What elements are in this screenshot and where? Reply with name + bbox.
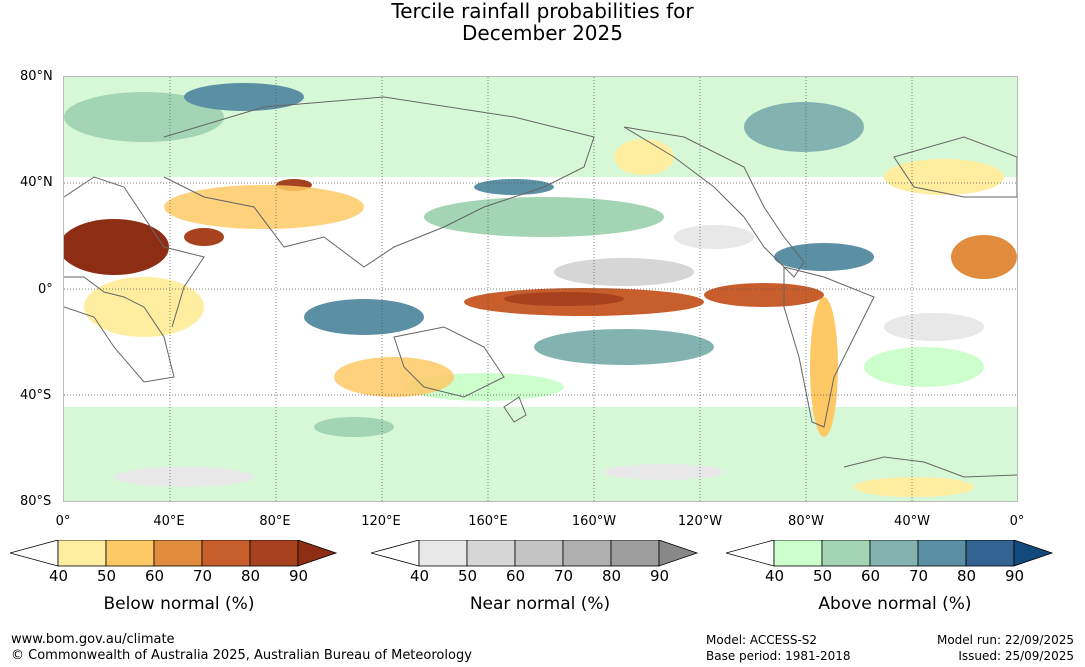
colorbar-near-swatches <box>371 540 699 567</box>
near-swatch-upper-arrow <box>658 540 699 567</box>
lat-label-40n: 40°N <box>20 175 53 190</box>
below-tick-label: 90 <box>289 567 309 585</box>
above-swatch-lower-arrow <box>726 540 775 567</box>
colorbar-near-title: Near normal (%) <box>469 594 611 614</box>
above-tick-label: 60 <box>861 567 881 585</box>
above-tick-label: 80 <box>957 567 977 585</box>
below-swatch-1 <box>57 540 107 567</box>
above-swatch-upper-arrow <box>1013 540 1054 567</box>
below-tick-label: 60 <box>145 567 165 585</box>
footer-model: Model: ACCESS-S2 <box>706 633 818 647</box>
lon-label-120e: 120°E <box>361 514 401 529</box>
lon-label-80w: 80°W <box>788 514 824 529</box>
near-tick-label: 80 <box>602 567 622 585</box>
colorbar-near <box>371 540 711 570</box>
near-swatch-2 <box>466 540 516 567</box>
lat-label-80n: 80°N <box>20 69 53 84</box>
colorbar-above-swatches <box>726 540 1054 567</box>
footer-model-run: Model run: 22/09/2025 <box>936 633 1074 647</box>
lon-label-40w: 40°W <box>894 514 930 529</box>
footer-base-period: Base period: 1981-2018 <box>706 649 851 663</box>
colorbar-below-swatches <box>10 540 338 567</box>
below-swatch-3 <box>153 540 203 567</box>
lon-label-0: 0° <box>55 514 71 529</box>
near-tick-label: 40 <box>410 567 430 585</box>
below-tick-label: 70 <box>193 567 213 585</box>
above-tick-label: 90 <box>1005 567 1025 585</box>
near-swatch-4 <box>562 540 612 567</box>
below-swatch-lower-arrow <box>10 540 59 567</box>
map-canvas <box>59 77 1018 501</box>
below-tick-label: 40 <box>49 567 69 585</box>
above-tick-label: 40 <box>765 567 785 585</box>
colorbar-above <box>726 540 1066 570</box>
lon-label-80e: 80°E <box>259 514 291 529</box>
colorbar-below-title: Below normal (%) <box>103 594 255 614</box>
near-swatch-3 <box>514 540 564 567</box>
map-title-line1: Tercile rainfall probabilities for <box>391 0 694 23</box>
footer-copyright: © Commonwealth of Australia 2025, Austra… <box>11 648 472 663</box>
rainfall-probability-map <box>59 76 1018 502</box>
lat-label-40s: 40°S <box>20 388 52 403</box>
lon-label-0-end: 0° <box>1009 514 1025 529</box>
near-tick-label: 70 <box>554 567 574 585</box>
lon-label-40e: 40°E <box>153 514 185 529</box>
near-normal-patches <box>114 225 984 487</box>
below-swatch-5 <box>249 540 299 567</box>
above-normal-patches <box>64 77 1017 501</box>
below-tick-label: 50 <box>97 567 117 585</box>
lat-label-0: 0° <box>38 282 53 297</box>
map-title-line2: December 2025 <box>462 21 623 45</box>
below-swatch-2 <box>105 540 155 567</box>
colorbar-above-title: Above normal (%) <box>818 594 972 614</box>
lon-label-160e: 160°E <box>468 514 508 529</box>
footer-issued: Issued: 25/09/2025 <box>958 649 1074 663</box>
near-tick-label: 60 <box>506 567 526 585</box>
above-swatch-2 <box>821 540 871 567</box>
above-swatch-4 <box>917 540 967 567</box>
coastlines <box>63 96 1018 478</box>
near-tick-label: 90 <box>650 567 670 585</box>
above-tick-label: 50 <box>813 567 833 585</box>
above-tick-label: 70 <box>909 567 929 585</box>
near-swatch-lower-arrow <box>371 540 420 567</box>
near-tick-label: 50 <box>458 567 478 585</box>
above-swatch-1 <box>773 540 823 567</box>
below-tick-label: 80 <box>241 567 261 585</box>
near-swatch-1 <box>418 540 468 567</box>
colorbar-below <box>10 540 350 570</box>
lon-label-120w: 120°W <box>677 514 723 529</box>
below-swatch-4 <box>201 540 251 567</box>
below-swatch-upper-arrow <box>297 540 338 567</box>
near-swatch-5 <box>610 540 660 567</box>
lat-label-80s: 80°S <box>20 494 52 509</box>
above-swatch-5 <box>965 540 1015 567</box>
above-swatch-3 <box>869 540 919 567</box>
lon-label-160w: 160°W <box>571 514 617 529</box>
footer-url: www.bom.gov.au/climate <box>11 632 175 647</box>
